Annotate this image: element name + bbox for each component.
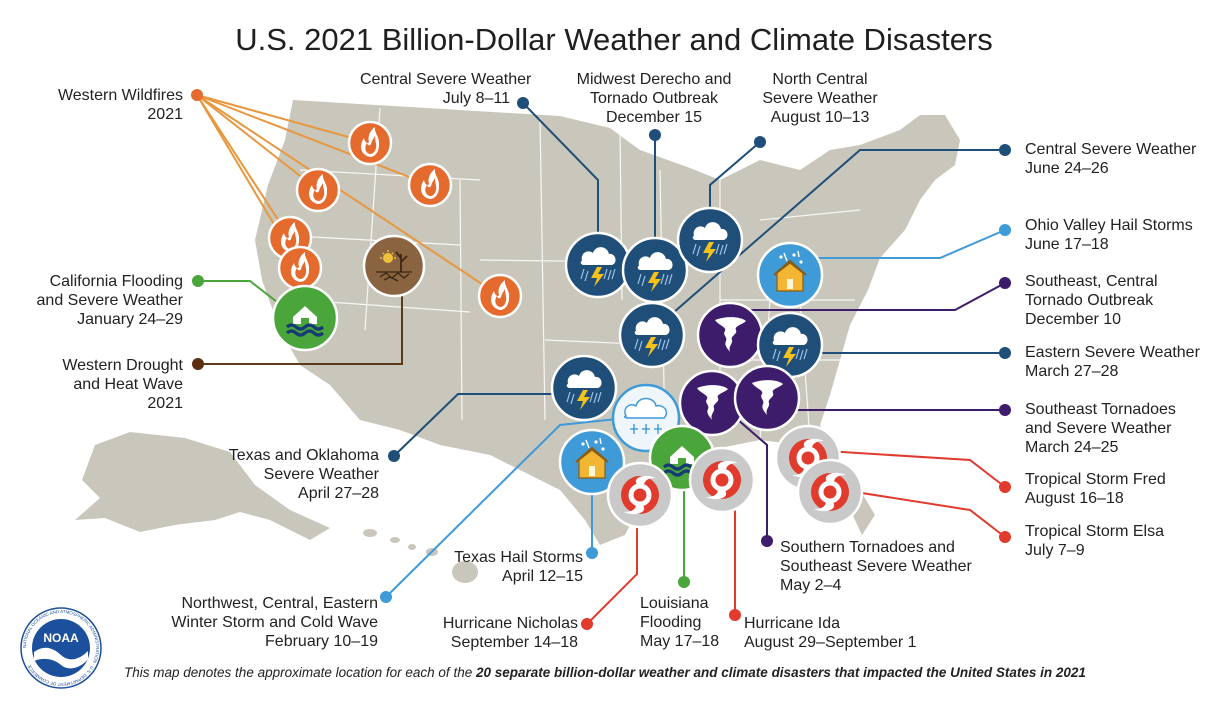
tropical-storm-marker — [796, 458, 864, 526]
alaska-shape — [75, 432, 330, 540]
wildfire-leaders — [196, 94, 501, 297]
label-southern-tornadoes: Southern Tornadoes and Southeast Severe W… — [780, 539, 972, 594]
label-hurricane-nicholas: Hurricane Nicholas September 14–18 — [442, 615, 578, 651]
footer-note: This map denotes the approximate locatio… — [124, 665, 1086, 680]
page-title: U.S. 2021 Billion-Dollar Weather and Cli… — [235, 22, 993, 57]
land-layer — [75, 100, 960, 583]
hail-marker — [756, 241, 824, 309]
label-central-severe-june: Central Severe Weather June 24–26 — [1025, 141, 1197, 177]
wildfire-marker — [277, 245, 323, 291]
label-ts-elsa: Tropical Storm Elsa July 7–9 — [1025, 523, 1164, 559]
label-central-severe-july: Central Severe Weather July 8–11 — [360, 71, 532, 107]
label-ts-fred: Tropical Storm Fred August 16–18 — [1025, 471, 1166, 507]
wildfire-marker — [407, 162, 453, 208]
tornado-marker — [696, 301, 764, 369]
hail-marker — [558, 428, 626, 496]
flooding-marker — [271, 284, 339, 352]
severe-storm-marker — [564, 231, 632, 299]
tornado-marker — [733, 364, 801, 432]
label-texas-oklahoma: Texas and Oklahoma Severe Weather April 27… — [228, 447, 379, 502]
label-se-central-tornado: Southeast, Central Tornado Outbreak Decemb… — [1025, 273, 1158, 328]
hurricane-marker — [606, 461, 674, 529]
label-eastern-severe: Eastern Severe Weather March 27–28 — [1025, 344, 1200, 380]
label-western-drought: Western Drought and Heat Wave 2021 — [62, 357, 183, 412]
label-north-central: North Central Severe Weather August 10–13 — [762, 71, 878, 126]
hurricane-marker — [688, 446, 756, 514]
noaa-logo: NOAA NATIONAL OCEANIC AND ATMOSPHERIC AD… — [20, 607, 102, 689]
severe-storm-marker — [676, 206, 744, 274]
label-ohio-valley-hail: Ohio Valley Hail Storms June 17–18 — [1025, 217, 1193, 253]
svg-text:NOAA: NOAA — [43, 631, 79, 645]
wildfire-marker — [295, 167, 341, 213]
wildfire-marker — [477, 273, 523, 319]
leader-dots — [191, 89, 1011, 630]
severe-storm-marker — [550, 354, 618, 422]
severe-storm-marker — [621, 236, 689, 304]
drought-marker — [362, 234, 426, 298]
label-midwest-derecho: Midwest Derecho and Tornado Outbreak Decem… — [576, 71, 732, 126]
wildfire-marker — [347, 120, 393, 166]
label-hurricane-ida: Hurricane Ida August 29–September 1 — [744, 615, 917, 651]
label-nw-winter-storm: Northwest, Central, Eastern Winter Storm … — [171, 595, 378, 650]
label-louisiana-flooding: Louisiana Flooding May 17–18 — [640, 595, 720, 650]
contiguous-us-shape — [255, 100, 960, 545]
label-se-tornadoes: Southeast Tornadoes and Severe Weather Mar… — [1025, 401, 1176, 456]
label-california-flooding: California Flooding and Severe Weather Jan… — [36, 273, 183, 328]
event-markers — [267, 120, 864, 529]
label-texas-hail: Texas Hail Storms April 12–15 — [454, 549, 583, 585]
label-western-wildfires: Western Wildfires 2021 — [57, 87, 183, 123]
severe-storm-marker — [618, 301, 686, 369]
hawaii-shape — [363, 529, 478, 583]
